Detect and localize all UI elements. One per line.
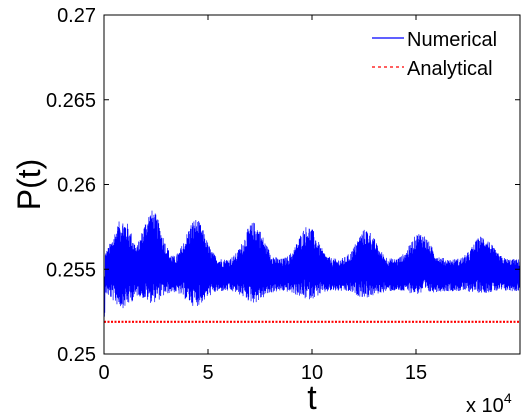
legend-label-numerical: Numerical <box>407 29 497 51</box>
x-tick-label: 0 <box>98 362 109 384</box>
series-line-numerical <box>103 210 521 317</box>
plot-content <box>103 210 521 323</box>
x-tick-label: 10 <box>301 362 323 384</box>
legend: Numerical Analytical <box>372 29 497 80</box>
x-multiplier-base: x 10 <box>466 395 504 417</box>
y-axis-title: P(t) <box>11 159 47 211</box>
x-tick-label: 15 <box>405 362 427 384</box>
x-multiplier: x 104 <box>466 390 512 417</box>
legend-label-analytical: Analytical <box>407 58 493 80</box>
x-multiplier-exponent: 4 <box>504 390 512 406</box>
x-axis-title: t <box>307 379 317 417</box>
y-axis: 0.25 0.255 0.26 0.265 0.27 <box>46 5 520 366</box>
y-tick-label: 0.27 <box>57 5 96 27</box>
y-tick-label: 0.255 <box>46 259 96 281</box>
y-tick-label: 0.25 <box>57 344 96 366</box>
x-tick-label: 5 <box>202 362 213 384</box>
y-tick-label: 0.26 <box>57 175 96 197</box>
y-tick-label: 0.265 <box>46 90 96 112</box>
x-axis: 0 5 10 15 <box>98 15 427 384</box>
